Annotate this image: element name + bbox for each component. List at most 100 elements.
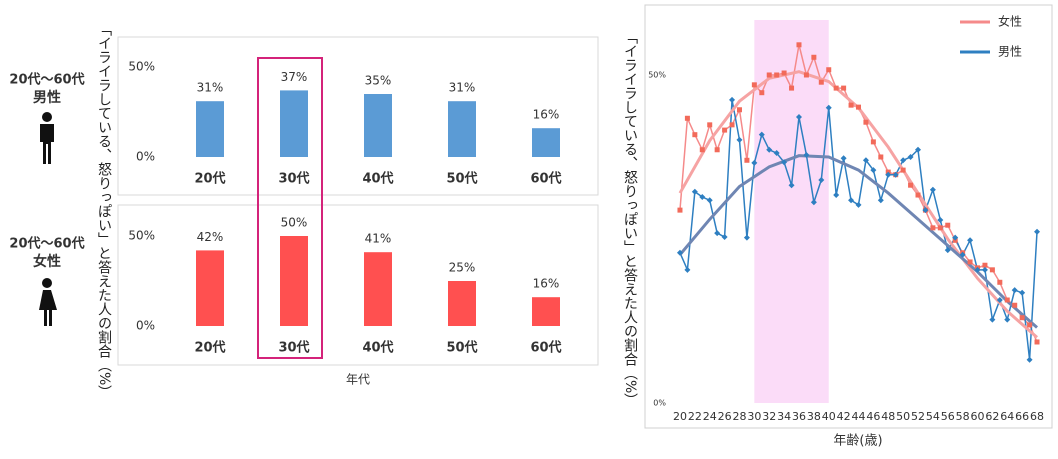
marker xyxy=(1027,322,1033,328)
marker xyxy=(929,186,936,193)
group-label: 20代～60代 xyxy=(9,72,84,88)
x-tick-label: 20 xyxy=(673,410,687,423)
legend-label: 女性 xyxy=(998,14,1022,29)
panel xyxy=(644,4,1053,429)
subtitle: 女性 xyxy=(33,253,61,270)
marker xyxy=(848,102,854,108)
marker xyxy=(908,182,914,188)
panel xyxy=(117,36,599,196)
value-label: 37% xyxy=(281,70,308,84)
marker xyxy=(714,147,720,153)
marker xyxy=(900,157,907,164)
marker xyxy=(766,72,772,78)
marker xyxy=(759,90,765,96)
value-label: 31% xyxy=(449,81,476,95)
marker xyxy=(967,237,974,244)
x-tick-label: 40 xyxy=(822,410,836,423)
marker xyxy=(848,197,855,204)
male-icon xyxy=(40,112,54,164)
marker xyxy=(1019,315,1025,321)
x-tick-label: 60 xyxy=(971,410,985,423)
y-tick-label: 50% xyxy=(648,70,666,79)
x-tick-label: 40代 xyxy=(362,340,393,356)
marker xyxy=(818,79,824,85)
marker xyxy=(722,127,728,133)
bar xyxy=(364,252,392,326)
bar xyxy=(196,250,224,326)
highlight-box xyxy=(257,57,323,359)
marker xyxy=(989,267,995,273)
marker xyxy=(937,216,944,223)
bar xyxy=(196,101,224,157)
marker xyxy=(862,157,869,164)
marker xyxy=(789,85,795,91)
x-tick-label: 46 xyxy=(866,410,880,423)
marker xyxy=(878,154,884,160)
marker xyxy=(773,150,780,157)
bar xyxy=(280,90,308,157)
value-label: 16% xyxy=(533,277,560,291)
marker xyxy=(751,159,758,166)
marker xyxy=(833,85,839,91)
marker xyxy=(743,234,750,241)
marker xyxy=(967,259,973,265)
x-tick-label: 42 xyxy=(837,410,851,423)
x-tick-label: 66 xyxy=(1015,410,1029,423)
x-tick-label: 50 xyxy=(896,410,910,423)
y-axis-label: 「イライラしている、怒りっぽい」と答えた人の割合（%） xyxy=(96,22,112,399)
marker xyxy=(870,167,877,174)
marker xyxy=(795,113,802,120)
marker xyxy=(714,230,721,237)
marker xyxy=(781,70,787,76)
marker xyxy=(1026,356,1033,363)
marker xyxy=(996,297,1003,304)
x-tick-label: 30代 xyxy=(278,171,309,187)
marker xyxy=(706,197,713,204)
marker xyxy=(945,222,951,228)
marker xyxy=(751,82,757,88)
marker xyxy=(833,192,840,199)
x-tick-label: 20代 xyxy=(194,340,225,356)
y-tick-label: 50% xyxy=(128,60,155,74)
marker xyxy=(729,96,736,103)
value-label: 16% xyxy=(533,108,560,122)
marker xyxy=(707,122,713,128)
marker xyxy=(863,119,869,125)
y-tick-label: 0% xyxy=(136,319,155,333)
marker xyxy=(855,201,862,208)
x-tick-label: 36 xyxy=(792,410,806,423)
bar xyxy=(280,236,308,326)
marker xyxy=(1011,287,1018,294)
x-tick-label: 32 xyxy=(762,410,776,423)
marker xyxy=(810,199,817,206)
marker xyxy=(811,54,817,60)
marker xyxy=(840,155,847,162)
marker xyxy=(877,197,884,204)
marker xyxy=(915,192,921,198)
marker xyxy=(1012,302,1018,308)
value-label: 31% xyxy=(197,81,224,95)
marker xyxy=(736,107,742,113)
marker xyxy=(781,159,788,166)
y-tick-label: 0% xyxy=(136,150,155,164)
marker xyxy=(788,182,795,189)
marker xyxy=(691,188,698,195)
x-axis-label: 年代 xyxy=(346,373,370,387)
marker xyxy=(699,194,706,201)
marker xyxy=(1034,339,1040,345)
x-tick-label: 60代 xyxy=(530,171,561,187)
marker xyxy=(974,266,981,273)
marker xyxy=(803,72,809,78)
bar xyxy=(448,281,476,326)
marker xyxy=(907,153,914,160)
marker xyxy=(989,316,996,323)
marker xyxy=(803,152,810,159)
marker xyxy=(959,251,966,258)
marker xyxy=(841,85,847,91)
marker xyxy=(1004,316,1011,323)
bar xyxy=(532,297,560,326)
x-tick-label: 54 xyxy=(926,410,940,423)
marker xyxy=(736,136,743,143)
x-tick-label: 20代 xyxy=(194,171,225,187)
